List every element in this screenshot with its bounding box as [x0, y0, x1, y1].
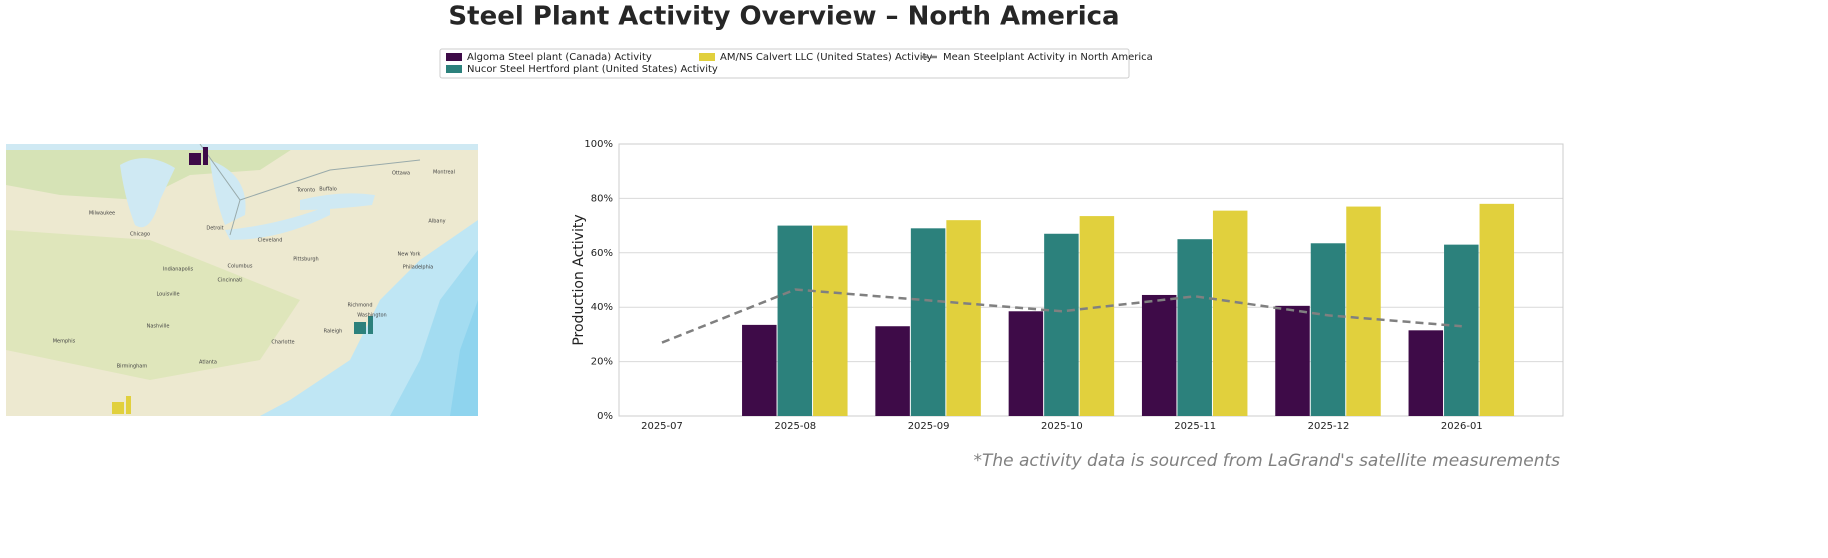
bar	[1346, 206, 1381, 416]
map-label: Raleigh	[324, 329, 343, 335]
bar	[777, 225, 813, 416]
legend-swatch	[699, 53, 715, 61]
y-axis-label: Production Activity	[571, 214, 587, 345]
map-label: Washington	[357, 313, 386, 319]
legend-swatch	[446, 65, 462, 73]
plant-marker	[112, 396, 131, 414]
map-label: Albany	[428, 219, 445, 225]
bar	[1479, 203, 1515, 416]
map-label: Toronto	[296, 188, 315, 194]
bar	[1079, 216, 1115, 416]
y-tick-label: 40%	[591, 302, 613, 313]
map-label: Charlotte	[271, 340, 294, 346]
map-label: Detroit	[206, 226, 223, 232]
map	[6, 144, 478, 416]
bar	[1444, 244, 1479, 416]
x-tick-label: 2025-07	[641, 421, 683, 432]
map-label: Pittsburgh	[293, 257, 318, 263]
bar	[1177, 239, 1212, 416]
map-label: New York	[398, 252, 421, 258]
legend-label: Nucor Steel Hertford plant (United State…	[467, 64, 718, 75]
map-label: Richmond	[347, 303, 372, 309]
bar	[1044, 233, 1079, 416]
bar	[1408, 330, 1444, 416]
bar	[742, 324, 777, 416]
map-label: Nashville	[147, 324, 170, 330]
legend-label: AM/NS Calvert LLC (United States) Activi…	[720, 52, 932, 63]
map-label: Cleveland	[258, 238, 283, 244]
map-label: Ottawa	[392, 171, 410, 177]
map-label: Atlanta	[199, 360, 217, 366]
y-tick-label: 100%	[584, 139, 613, 150]
x-tick-label: 2026-01	[1441, 421, 1483, 432]
x-tick-label: 2025-08	[774, 421, 816, 432]
map-label: Birmingham	[117, 364, 148, 370]
map-label: Indianapolis	[163, 267, 194, 273]
map-label: Montreal	[433, 170, 455, 176]
y-tick-label: 80%	[591, 193, 613, 204]
map-label: Chicago	[130, 232, 150, 238]
legend-swatch	[446, 53, 462, 61]
x-tick-label: 2025-12	[1308, 421, 1350, 432]
legend-label: Mean Steelplant Activity in North Americ…	[943, 52, 1153, 63]
bar	[1008, 311, 1044, 416]
map-label: Louisville	[156, 292, 179, 298]
map-label: Cincinnati	[218, 278, 243, 284]
map-label: Buffalo	[319, 187, 337, 193]
y-tick-label: 60%	[591, 248, 613, 259]
bar	[813, 225, 848, 416]
plant-marker	[189, 147, 208, 165]
x-tick-label: 2025-09	[908, 421, 950, 432]
mean-line	[661, 288, 1462, 344]
bar	[1141, 294, 1177, 416]
title: Steel Plant Activity Overview – North Am…	[448, 2, 1119, 32]
map-label: Philadelphia	[403, 265, 433, 271]
legend-box	[439, 48, 1130, 79]
map-label: Columbus	[228, 264, 253, 270]
y-tick-label: 0%	[597, 411, 613, 422]
bar	[875, 326, 910, 416]
bar	[946, 220, 981, 416]
plant-marker	[354, 316, 373, 334]
footnote: *The activity data is sourced from LaGra…	[973, 451, 1560, 471]
map-label: Milwaukee	[89, 211, 115, 217]
map-label: Memphis	[53, 339, 76, 345]
bar	[1310, 243, 1346, 416]
bar	[1275, 305, 1310, 416]
y-tick-label: 20%	[591, 357, 613, 368]
legend-label: Algoma Steel plant (Canada) Activity	[467, 52, 652, 63]
bar	[1212, 210, 1248, 416]
bar	[910, 228, 946, 416]
x-tick-label: 2025-11	[1174, 421, 1216, 432]
x-tick-label: 2025-10	[1041, 421, 1083, 432]
